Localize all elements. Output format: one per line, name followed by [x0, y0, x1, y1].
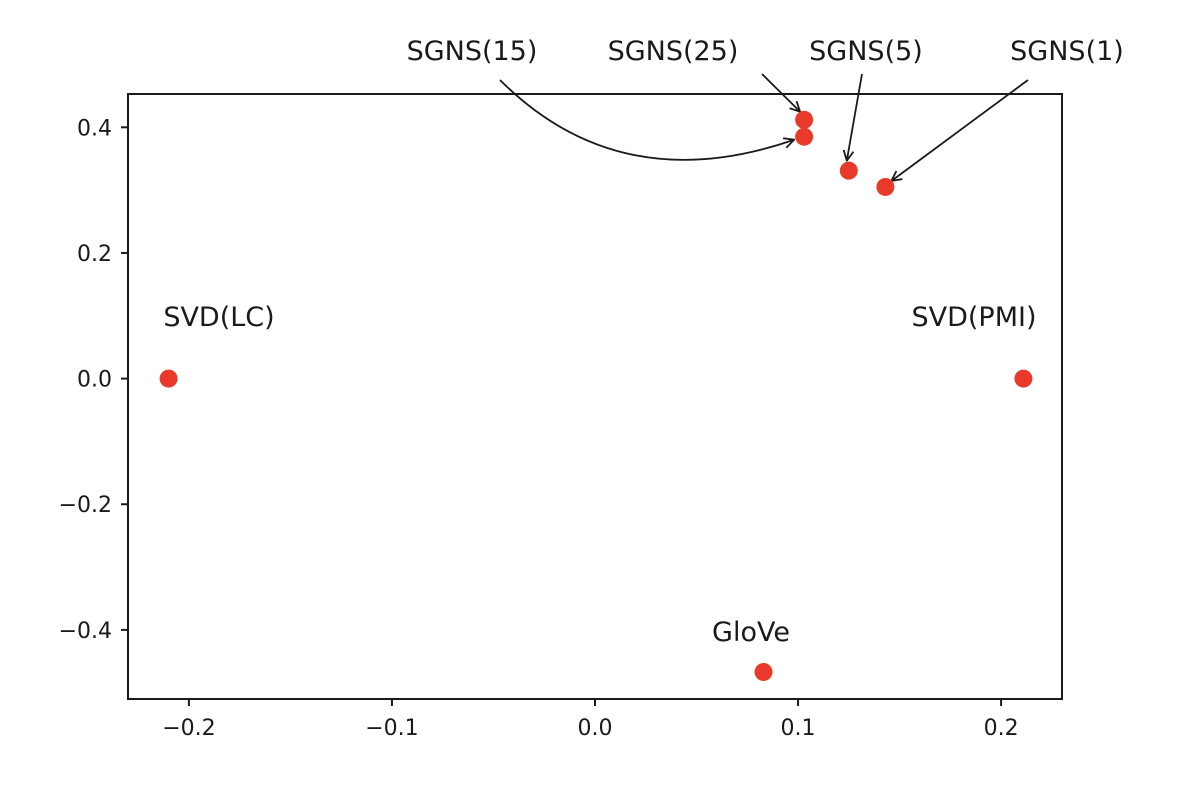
data-point-glove	[754, 662, 773, 681]
data-point-svd-lc	[159, 369, 178, 388]
plot-frame	[127, 93, 1063, 700]
y-tick-label: 0.4	[77, 116, 112, 141]
y-tick-label: 0.2	[77, 242, 112, 267]
arrow-sgns-5	[847, 73, 863, 161]
y-tick-label: 0.0	[77, 368, 112, 393]
data-point-sgns-5	[839, 161, 858, 180]
annotation-sgns-1: SGNS(1)	[1010, 36, 1124, 67]
arrow-sgns-15	[499, 79, 794, 161]
annotation-glove: GloVe	[712, 617, 790, 648]
arrow-sgns-25	[761, 73, 800, 112]
x-tick-label: 0.2	[984, 716, 1019, 741]
x-tick-label: 0.1	[781, 716, 816, 741]
y-tick-label: −0.4	[59, 619, 112, 644]
data-point-svd-pmi	[1014, 369, 1033, 388]
data-point-sgns-15	[795, 127, 814, 146]
x-tick-label: −0.2	[162, 716, 215, 741]
x-tick-label: −0.1	[365, 716, 418, 741]
annotation-sgns-5: SGNS(5)	[809, 36, 923, 67]
y-tick-label: −0.2	[59, 493, 112, 518]
annotation-svd-lc: SVD(LC)	[163, 302, 274, 333]
annotation-sgns-15: SGNS(15)	[407, 36, 538, 67]
data-point-sgns-25	[795, 110, 814, 129]
annotation-sgns-25: SGNS(25)	[608, 36, 739, 67]
arrow-sgns-1	[891, 79, 1029, 181]
annotation-svd-pmi: SVD(PMI)	[911, 302, 1036, 333]
x-tick-label: 0.0	[578, 716, 613, 741]
data-point-sgns-1	[876, 177, 895, 196]
